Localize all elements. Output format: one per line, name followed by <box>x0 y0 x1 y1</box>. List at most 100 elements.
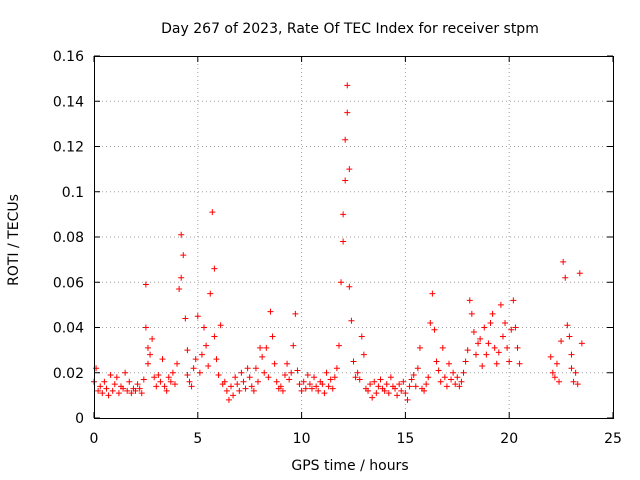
data-point <box>404 396 411 403</box>
data-point <box>198 351 205 358</box>
data-point <box>149 335 156 342</box>
data-point <box>194 313 201 320</box>
data-point <box>99 390 106 397</box>
data-point <box>425 374 432 381</box>
data-point <box>157 378 164 385</box>
data-point <box>288 369 295 376</box>
data-point <box>159 356 166 363</box>
data-point <box>433 358 440 365</box>
data-point <box>483 351 490 358</box>
data-point <box>201 324 208 331</box>
data-point <box>514 344 521 351</box>
data-point <box>489 310 496 317</box>
data-point <box>207 290 214 297</box>
x-tick-label: 20 <box>500 431 518 447</box>
data-point <box>568 351 575 358</box>
y-tick-label: 0.1 <box>62 185 84 201</box>
data-point <box>485 340 492 347</box>
data-point <box>186 378 193 385</box>
data-point <box>464 347 471 354</box>
data-point <box>211 333 218 340</box>
data-point <box>261 369 268 376</box>
data-point <box>462 358 469 365</box>
data-point <box>504 344 511 351</box>
data-point <box>319 381 326 388</box>
data-point <box>142 324 149 331</box>
data-point <box>109 387 116 394</box>
data-point <box>165 374 172 381</box>
data-point <box>516 360 523 367</box>
x-axis-ticks: 0 5 10 15 20 25 <box>90 56 622 447</box>
data-point <box>234 381 241 388</box>
data-point <box>192 356 199 363</box>
data-point <box>556 378 563 385</box>
data-point <box>367 381 374 388</box>
data-point <box>502 319 509 326</box>
y-tick-label: 0.06 <box>53 275 84 291</box>
data-point <box>217 322 224 329</box>
data-point <box>126 378 133 385</box>
data-point <box>302 385 309 392</box>
data-point <box>144 344 151 351</box>
data-point <box>448 376 455 383</box>
data-point <box>263 344 270 351</box>
data-point <box>475 340 482 347</box>
data-point <box>238 369 245 376</box>
data-point <box>265 374 272 381</box>
data-point <box>549 369 556 376</box>
data-point <box>313 383 320 390</box>
data-point <box>142 281 149 288</box>
data-point <box>437 378 444 385</box>
data-point <box>481 324 488 331</box>
data-point <box>294 367 301 374</box>
data-point <box>427 319 434 326</box>
data-point <box>161 383 168 390</box>
data-point <box>215 372 222 379</box>
y-axis-ticks: 0 0.02 0.04 0.06 0.08 0.1 0.12 0.14 0.16 <box>53 49 613 427</box>
data-point <box>255 378 262 385</box>
data-point <box>340 238 347 245</box>
data-point <box>103 385 110 392</box>
data-point <box>429 290 436 297</box>
data-point <box>107 372 114 379</box>
data-point <box>477 335 484 342</box>
data-point <box>120 385 127 392</box>
data-point <box>95 387 102 394</box>
data-point <box>387 374 394 381</box>
data-point <box>392 385 399 392</box>
data-point <box>329 385 336 392</box>
data-point <box>369 394 376 401</box>
data-point <box>497 301 504 308</box>
data-point <box>124 387 131 394</box>
data-point <box>441 374 448 381</box>
data-point <box>344 82 351 89</box>
data-point <box>182 315 189 322</box>
data-point <box>468 310 475 317</box>
data-point <box>132 387 139 394</box>
data-point <box>340 211 347 218</box>
data-point <box>560 258 567 265</box>
data-point <box>472 351 479 358</box>
data-point <box>551 374 558 381</box>
data-point <box>308 385 315 392</box>
y-tick-label: 0.02 <box>53 366 84 382</box>
data-point <box>298 387 305 394</box>
data-point <box>431 326 438 333</box>
data-point <box>273 378 280 385</box>
data-point <box>151 374 158 381</box>
data-point <box>414 365 421 372</box>
data-point <box>306 381 313 388</box>
data-point <box>568 365 575 372</box>
data-point <box>144 360 151 367</box>
data-point <box>300 378 307 385</box>
data-point <box>445 360 452 367</box>
data-point <box>348 317 355 324</box>
data-point <box>342 136 349 143</box>
data-point <box>394 392 401 399</box>
data-point <box>456 383 463 390</box>
data-point <box>292 310 299 317</box>
data-point <box>225 396 232 403</box>
data-point <box>122 369 129 376</box>
data-point <box>230 392 237 399</box>
data-point <box>205 362 212 369</box>
